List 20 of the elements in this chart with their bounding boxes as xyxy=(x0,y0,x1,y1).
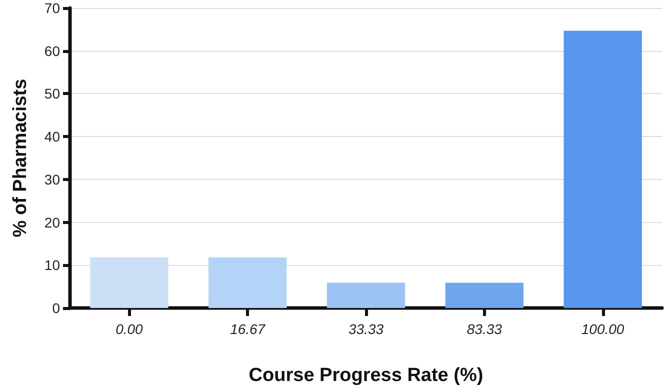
x-tick-label: 0.00 xyxy=(116,321,144,337)
y-tick-label: 50 xyxy=(44,86,60,102)
y-tick-label: 40 xyxy=(44,128,60,145)
y-tick-label: 70 xyxy=(44,0,60,16)
bar xyxy=(326,282,406,308)
bar xyxy=(445,282,524,308)
y-tick-label: 20 xyxy=(44,214,60,230)
x-axis-title: Course Progress Rate (%) xyxy=(248,365,484,386)
y-tick-label: 60 xyxy=(44,42,60,59)
bar xyxy=(564,30,642,308)
y-tick-label: 0 xyxy=(52,300,60,316)
x-tick-label: 100.00 xyxy=(581,321,624,337)
x-tick-label: 83.33 xyxy=(466,321,502,337)
y-axis-title: % of Pharmacists xyxy=(10,78,31,238)
y-tick-label: 30 xyxy=(44,171,60,188)
x-tick-label: 33.33 xyxy=(348,321,384,337)
y-tick-label: 10 xyxy=(44,257,60,274)
bar xyxy=(90,257,168,308)
bar xyxy=(208,257,287,308)
x-tick-label: 16.67 xyxy=(230,321,266,337)
